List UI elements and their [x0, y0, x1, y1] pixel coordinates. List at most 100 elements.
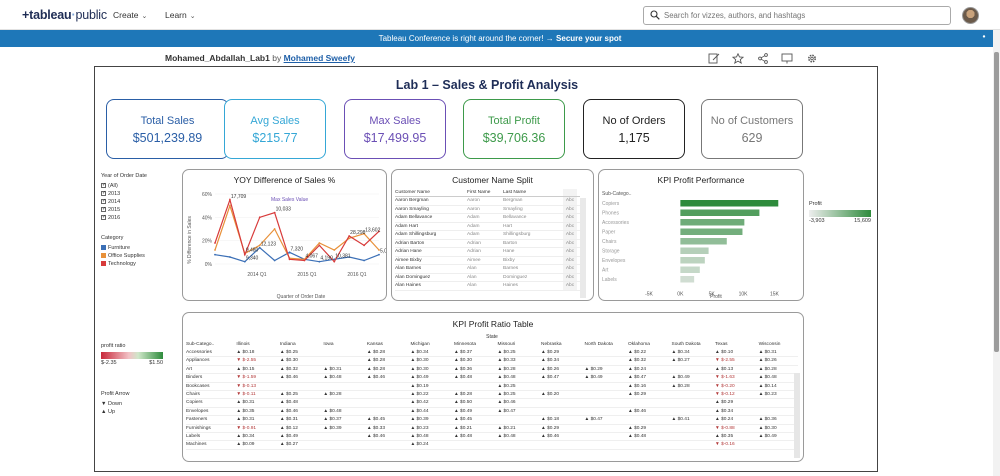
yoy-sales-panel[interactable]: YOY Difference of Sales % % Difference i…	[182, 169, 387, 301]
table-row[interactable]: Aimee Bixby Aimee Bixby Abc	[395, 256, 580, 265]
checkbox[interactable]	[101, 205, 106, 213]
kpi-card-total-profit[interactable]: Total Profit $39,706.36	[463, 99, 565, 159]
table-row[interactable]: Accessories ▲ $0.18 ▲ $0.25 ▲ $0.28 ▲ $0.34 ▲…	[186, 349, 798, 358]
banner-cta[interactable]: Secure your spot	[556, 34, 622, 43]
year-option-all[interactable]: (All)	[101, 181, 147, 190]
table-row[interactable]: Envelopes ▲ $0.35 ▲ $0.46 ▲ $0.48 ▲ $0.44 ▲ $…	[186, 408, 798, 417]
year-option-2014[interactable]: 2014	[101, 197, 147, 206]
data-point[interactable]	[273, 259, 276, 262]
table-row[interactable]: Binders ▼ $-1.59 ▲ $0.46 ▲ $0.48 ▲ $0.46 ▲ $0…	[186, 374, 798, 383]
kpi-card-total-sales[interactable]: Total Sales $501,239.89	[106, 99, 229, 159]
profit-bar[interactable]	[680, 276, 695, 283]
legend-item-furniture[interactable]: Furniture	[101, 244, 145, 252]
data-point[interactable]	[258, 246, 261, 249]
user-avatar[interactable]	[962, 7, 979, 24]
checkbox[interactable]	[101, 189, 106, 197]
profit-bar[interactable]	[680, 238, 727, 245]
data-point[interactable]	[229, 256, 231, 258]
data-point[interactable]	[363, 232, 365, 235]
search-input[interactable]	[664, 9, 944, 22]
data-point[interactable]	[214, 249, 216, 251]
table-row[interactable]: Labels ▲ $0.34 ▲ $0.49 ▲ $0.46 ▲ $0.48 ▲ $0.4…	[186, 433, 798, 442]
data-point[interactable]	[288, 258, 291, 261]
legend-item-down[interactable]: ▼ Down	[101, 400, 129, 408]
page-scrollbar[interactable]	[993, 30, 1000, 476]
table-row[interactable]: Adrian Barton Adrian Barton Abc	[395, 239, 580, 248]
favorite-star-icon[interactable]	[732, 51, 745, 64]
data-point[interactable]	[243, 253, 246, 256]
data-point[interactable]	[333, 260, 336, 263]
search-box[interactable]	[643, 6, 951, 25]
data-point[interactable]	[363, 259, 365, 262]
data-point[interactable]	[243, 260, 246, 263]
present-screen-icon[interactable]	[781, 51, 793, 64]
legend-item-up[interactable]: ▲ Up	[101, 408, 129, 416]
yoy-line-chart[interactable]: % Difference in Sales Quarter of Order D…	[183, 170, 387, 301]
table-row[interactable]: Aaron Smayling Aaron Smayling Abc	[395, 205, 580, 214]
data-point[interactable]	[273, 211, 276, 214]
profit-bar[interactable]	[680, 228, 743, 236]
kpi-profit-bar-chart[interactable]: Sub-Catego.. Profit Copiers Phones Accesso…	[599, 170, 804, 301]
table-row[interactable]: Bookcases ▼ $-0.13 ▲ $0.19 ▲ $0.25 ▲ $0.16 ▲ …	[186, 383, 798, 391]
data-point[interactable]	[348, 256, 351, 258]
data-point[interactable]	[229, 198, 231, 201]
data-point[interactable]	[348, 235, 351, 237]
data-point[interactable]	[258, 216, 261, 219]
customer-name-panel[interactable]: Customer Name Split Customer Name First …	[391, 169, 594, 301]
kpi-card-no-of-customers[interactable]: No of Customers 629	[701, 99, 803, 159]
data-point[interactable]	[363, 244, 365, 247]
year-option-2015[interactable]: 2015	[101, 205, 147, 214]
tableau-public-logo[interactable]: +tableau·public	[22, 8, 107, 22]
profit-bar[interactable]	[680, 247, 709, 255]
kpi-card-max-sales[interactable]: Max Sales $17,499.95	[344, 99, 446, 159]
series-line-furniture[interactable]	[214, 246, 380, 263]
ratio-table-scrollbar[interactable]	[794, 373, 800, 458]
series-line-technology[interactable]	[214, 197, 380, 263]
kpi-profit-panel[interactable]: KPI Profit Performance Sub-Catego.. Prof…	[598, 169, 804, 301]
table-row[interactable]: Adrian Hane Adrian Hane Abc	[395, 248, 580, 257]
checkbox[interactable]	[101, 181, 106, 189]
kpi-card-avg-sales[interactable]: Avg Sales $215.77	[224, 99, 326, 159]
announcement-banner[interactable]: Tableau Conference is right around the c…	[0, 30, 1000, 47]
data-point[interactable]	[378, 253, 380, 256]
data-point[interactable]	[214, 242, 216, 244]
legend-item-technology[interactable]: Technology	[101, 260, 145, 268]
kpi-card-no-of-orders[interactable]: No of Orders 1,175	[583, 99, 685, 159]
table-row[interactable]: Aaron Bergman Aaron Bergman Abc	[395, 197, 580, 206]
table-row[interactable]: Art ▲ $0.15 ▲ $0.32 ▲ $0.31 ▲ $0.28 ▲ $0.30 ▲ …	[186, 366, 798, 375]
learn-menu[interactable]: Learn ⌄	[165, 10, 196, 20]
data-point[interactable]	[318, 242, 321, 244]
customer-table-scrollbar[interactable]	[580, 198, 586, 298]
table-row[interactable]: Fasteners ▲ $0.31 ▲ $0.31 ▲ $0.37 ▲ $0.45 ▲ $…	[186, 416, 798, 425]
legend-item-office-supplies[interactable]: Office Supplies	[101, 252, 145, 260]
settings-gear-icon[interactable]	[806, 51, 818, 63]
create-menu[interactable]: Create ⌄	[113, 10, 147, 20]
scrollbar-thumb[interactable]	[994, 52, 999, 352]
profit-bar[interactable]	[680, 209, 760, 217]
table-row[interactable]: Adam Shillingsburg Adam Shillingsburg Abc	[395, 231, 580, 240]
table-row[interactable]: Machines ▲ $0.09 ▲ $0.27 ▲ $0.24 ▼ $-0.16	[186, 441, 798, 450]
data-point[interactable]	[318, 244, 321, 247]
table-row[interactable]: Furnishings ▼ $-0.91 ▲ $0.12 ▲ $0.39 ▲ $0.33…	[186, 425, 798, 433]
data-point[interactable]	[273, 228, 276, 230]
data-point[interactable]	[214, 253, 216, 256]
data-point[interactable]	[303, 259, 306, 262]
profit-bar[interactable]	[680, 257, 705, 264]
data-point[interactable]	[318, 260, 321, 263]
profit-bar[interactable]	[680, 200, 779, 207]
year-option-2013[interactable]: 2013	[101, 189, 147, 198]
data-point[interactable]	[378, 230, 380, 233]
data-point[interactable]	[229, 204, 231, 207]
data-point[interactable]	[378, 249, 380, 251]
viz-author-link[interactable]: Mohamed Sweefy	[283, 53, 355, 63]
checkbox[interactable]	[101, 197, 106, 205]
data-point[interactable]	[333, 249, 336, 251]
table-row[interactable]: Alan Dominguez Alan Dominguez Abc	[395, 273, 580, 282]
table-row[interactable]: Appliances ▼ $-2.55 ▲ $0.30 ▲ $0.28 ▲ $0.30 ▲…	[186, 357, 798, 366]
profit-bar[interactable]	[680, 219, 745, 226]
table-row[interactable]: Adam Bellavance Adam Bellavance Abc	[395, 214, 580, 223]
location-pin-icon[interactable]	[980, 33, 988, 43]
profit-ratio-table-panel[interactable]: KPI Profit Ratio Table State Sub-Catego.…	[182, 312, 804, 462]
table-row[interactable]: Alan Barnes Alan Barnes Abc	[395, 265, 580, 274]
profit-bar[interactable]	[680, 266, 700, 274]
